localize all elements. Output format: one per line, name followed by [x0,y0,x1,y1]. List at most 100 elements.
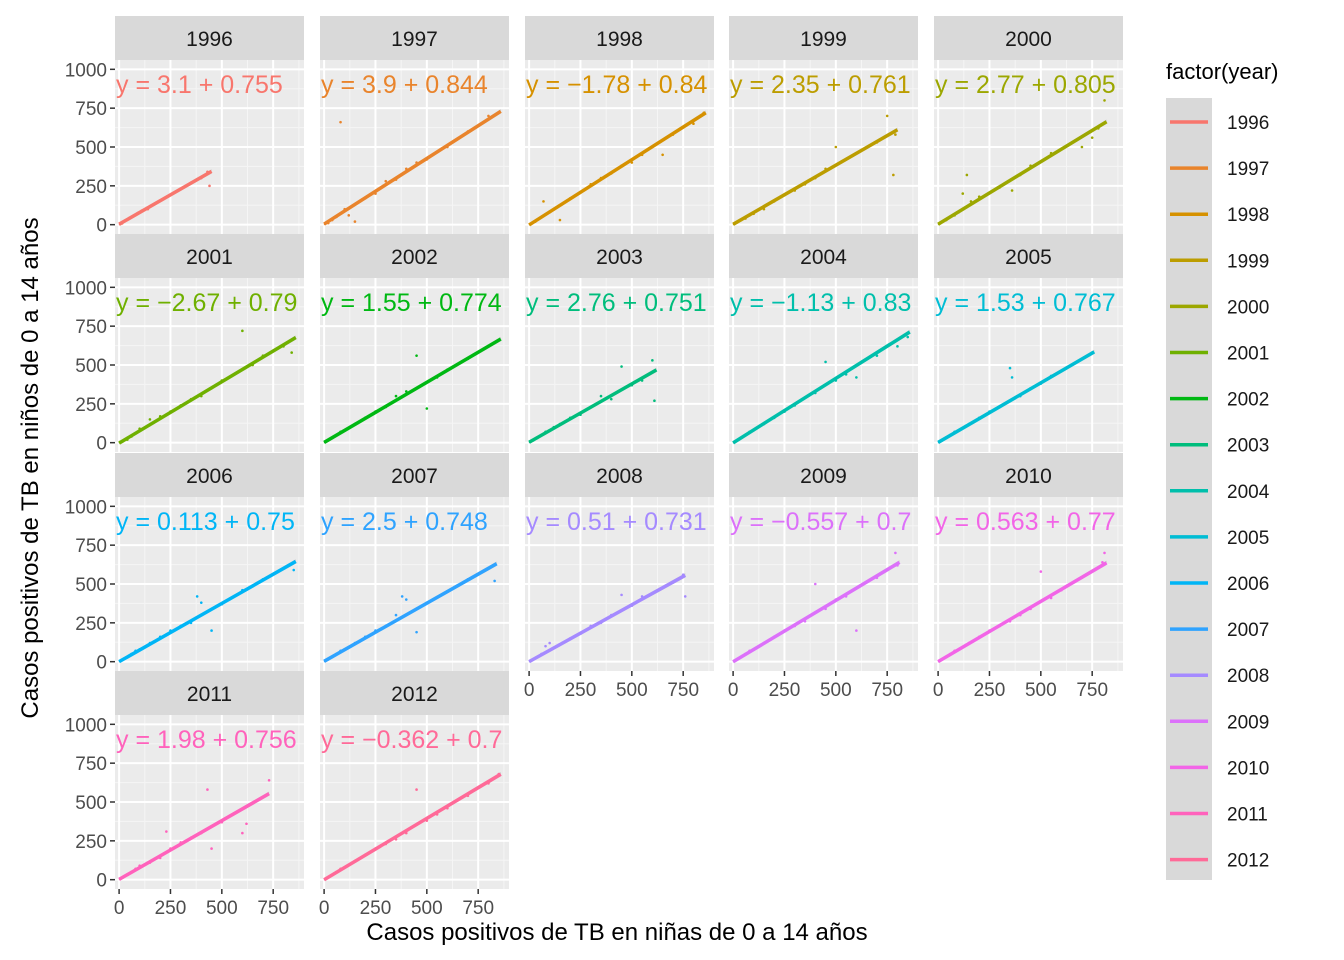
data-point [957,428,960,432]
facet-panel-2003: 2003 y = 2.76 + 0.751 [525,234,714,452]
regression-line [118,792,270,881]
data-point [466,130,470,133]
legend-label: 2007 [1227,620,1269,641]
facet-strip-label: 2001 [186,246,233,269]
data-point [620,593,623,597]
data-point [855,376,858,379]
facet-strip [320,234,509,278]
data-point [953,649,956,653]
equation-label: y = 2.35 + 0.761 [730,71,911,99]
regression-line [118,336,297,445]
data-point [446,368,449,371]
legend-item-2009: 2009 [1170,712,1269,733]
y-tick-label: 250 [75,832,107,853]
data-point [740,218,743,222]
data-point [126,873,129,877]
data-point [335,215,338,219]
data-point [121,439,125,443]
data-point [415,630,418,634]
data-point [404,598,408,601]
facet-strip-label: 2010 [1005,465,1052,488]
data-point [497,772,501,776]
y-tick-label: 250 [75,614,107,635]
data-point [762,641,766,645]
data-point [855,629,858,632]
y-tick-label: 750 [75,99,107,120]
data-point [487,782,490,785]
data-point [531,658,535,661]
data-point [1018,394,1022,398]
data-point [1039,382,1043,385]
data-point [1080,576,1084,580]
legend-label: 2009 [1227,712,1269,733]
data-point [323,659,327,663]
data-point [1029,607,1032,611]
data-point [394,394,398,398]
facet-strip [525,16,714,60]
equation-label: y = −0.557 + 0.7 [730,508,911,536]
data-point [353,422,357,426]
data-point [940,439,944,442]
data-point [998,405,1002,409]
data-point [940,220,944,223]
data-point [735,658,739,661]
data-point [169,847,172,850]
equation-label: y = 0.563 + 0.77 [935,508,1116,536]
data-point [949,652,952,656]
data-point [220,602,224,606]
legend-item-1998: 1998 [1170,205,1269,226]
data-point [353,859,357,863]
regression-line [118,559,297,664]
data-point [245,822,248,826]
facet-strip [115,671,304,715]
data-point [1103,551,1106,555]
data-point [335,870,338,874]
data-point [1008,619,1012,623]
y-tick-label: 500 [75,575,107,596]
x-tick-label: 250 [565,680,597,701]
data-point [671,133,675,136]
data-point [339,430,342,434]
data-point [844,373,848,376]
y-tick-label: 0 [96,216,107,237]
data-point [363,416,367,420]
data-point [1029,164,1032,167]
legend-item-2011: 2011 [1170,805,1268,826]
data-point [120,222,124,225]
x-tick-label: 250 [974,680,1006,701]
data-point [189,836,193,840]
data-point [937,659,941,663]
data-point [544,644,547,648]
data-point [544,430,547,434]
data-point [425,158,429,161]
y-tick-label: 1000 [65,497,107,518]
data-point [528,659,532,663]
facet-panel-1998: 1998 y = −1.78 + 0.84 [525,16,714,234]
data-point [208,184,211,188]
legend-item-1999: 1999 [1170,251,1269,272]
data-point [793,404,797,407]
data-point [130,435,133,438]
facet-panel-1997: 1997 y = 3.9 + 0.844 [320,16,509,234]
data-point [199,601,203,604]
data-point [251,363,254,367]
data-point [446,145,449,149]
data-point [384,842,388,846]
y-tick-label: 0 [96,434,107,455]
equation-label: y = 0.51 + 0.731 [526,508,707,536]
data-point [834,598,838,601]
equation-label: y = 2.76 + 0.751 [526,289,707,317]
regression-line [528,573,687,664]
facet-strip [934,234,1123,278]
data-point [154,201,158,205]
data-point [740,655,743,659]
data-point [967,422,971,426]
data-point [179,624,183,628]
y-tick-label: 750 [75,536,107,557]
data-point [189,621,193,625]
data-point [542,200,545,203]
data-point [189,181,193,185]
data-point [531,439,535,442]
facet-strip [320,16,509,60]
x-tick-label: 0 [728,680,739,701]
